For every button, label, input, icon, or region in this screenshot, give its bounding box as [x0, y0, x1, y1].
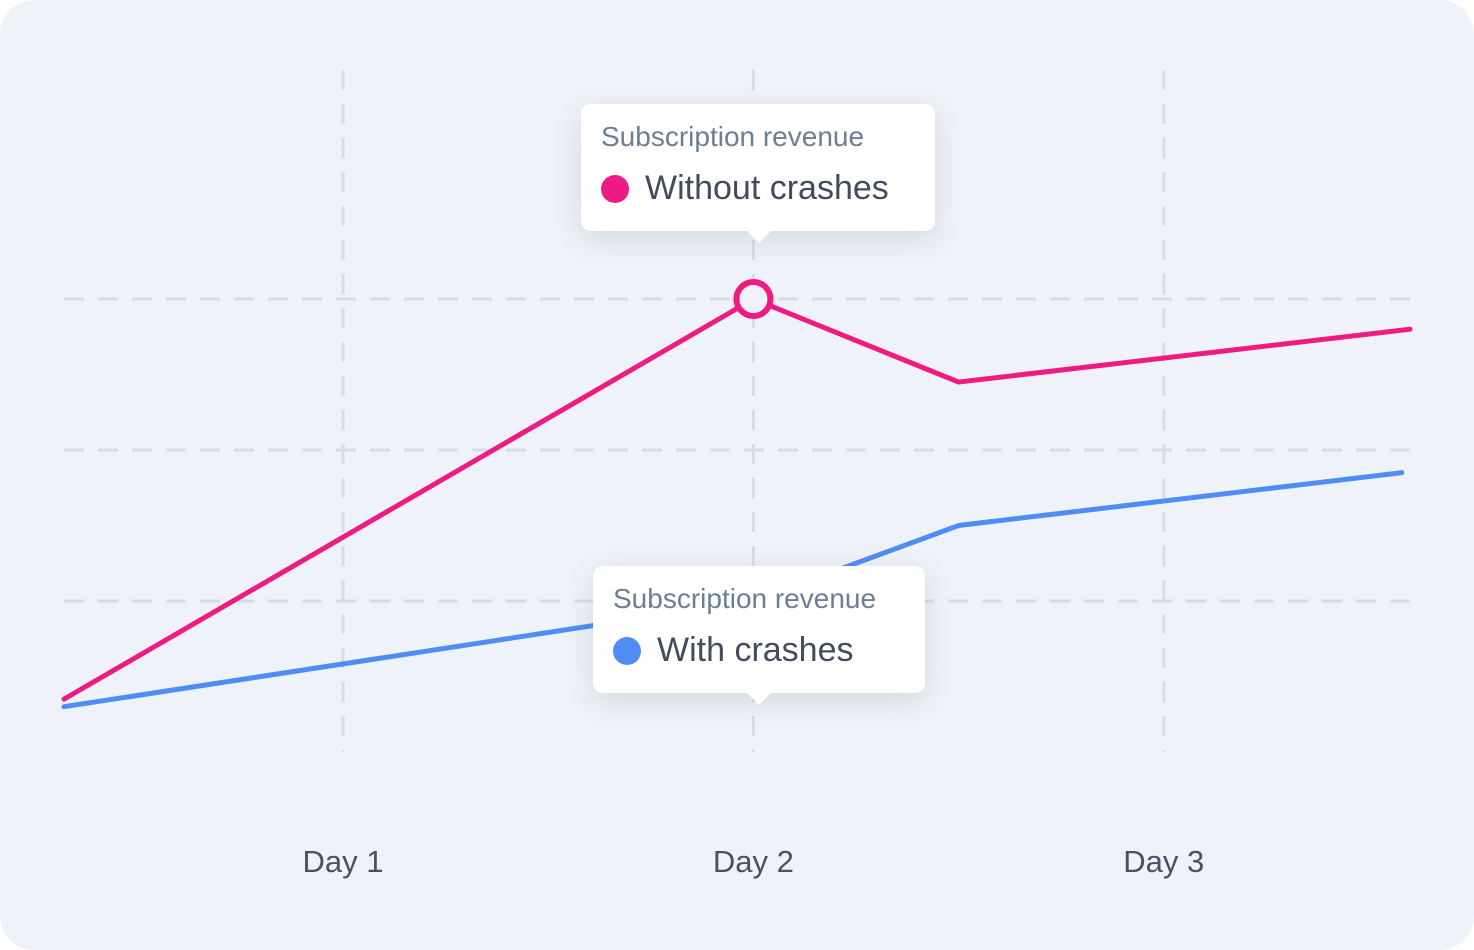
series-color-dot [601, 174, 629, 203]
tooltip-title: Subscription revenue [601, 121, 865, 152]
x-tick-label: Day 1 [303, 844, 384, 879]
tooltip-with-crashes: Subscription revenue With crashes [593, 566, 925, 705]
highlighted-data-point [733, 279, 774, 319]
tooltip-without-crashes: Subscription revenue Without crashes [581, 104, 935, 243]
series-line-with-crashes [61, 470, 1405, 710]
tooltip-series-label: With crashes [657, 631, 854, 669]
x-tick-label: Day 3 [1123, 844, 1204, 879]
tooltip-title: Subscription revenue [613, 583, 877, 614]
tooltip-row: Without crashes [601, 169, 913, 208]
tooltip-row: With crashes [613, 631, 903, 670]
series-color-dot [613, 636, 641, 665]
tooltip-series-label: Without crashes [645, 169, 889, 207]
series-line-without-crashes [61, 296, 1413, 702]
x-tick-label: Day 2 [713, 844, 794, 879]
